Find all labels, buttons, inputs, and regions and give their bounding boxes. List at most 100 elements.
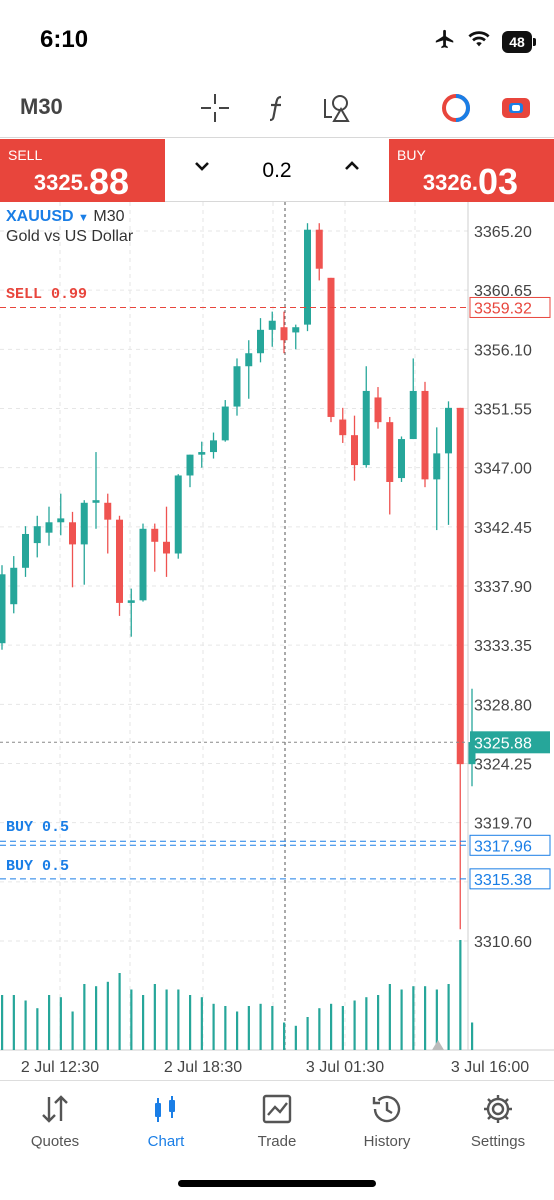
trade-icon	[222, 1089, 332, 1129]
status-time: 6:10	[40, 26, 89, 53]
price-tick-label: 3310.60	[474, 934, 532, 951]
sell-button[interactable]: SELL 3325.88	[0, 139, 165, 202]
volume-bar	[189, 995, 192, 1050]
symbol-dropdown-icon[interactable]: ▼	[78, 212, 89, 224]
candle-body	[421, 390, 429, 480]
volume-bar	[212, 1003, 215, 1050]
crosshair-icon[interactable]	[197, 90, 233, 126]
chart-symbol-info: XAUUSD ▼ M30 Gold vs US Dollar	[6, 208, 133, 246]
tab-chart[interactable]: Chart	[111, 1089, 221, 1150]
tab-settings[interactable]: Settings	[443, 1089, 553, 1150]
volume-bar	[142, 995, 145, 1050]
price-tick-label: 3333.35	[474, 638, 532, 655]
candle-body	[398, 439, 405, 479]
trade-toggle-icon[interactable]	[498, 90, 534, 126]
one-click-trading-panel: SELL 3325.88 0.2 BUY 3326.03	[0, 139, 554, 202]
candle-body	[386, 422, 394, 482]
tab-chart-label: Chart	[147, 1133, 185, 1150]
candle-body	[221, 406, 229, 441]
sell-label: SELL	[8, 147, 43, 163]
volume-control: 0.2	[165, 139, 389, 202]
timeframe-button[interactable]: M30	[20, 94, 63, 119]
battery-icon: 48	[502, 30, 536, 53]
volume-bar	[435, 989, 438, 1050]
chart-candles-icon	[111, 1089, 221, 1129]
candle-body	[174, 475, 182, 554]
order-line-label[interactable]: SELL 0.99	[6, 286, 88, 304]
volume-bar	[447, 984, 450, 1050]
volume-bar	[247, 1006, 250, 1050]
current-price-label: 3325.88	[474, 735, 532, 752]
price-tick-label: 3328.80	[474, 697, 532, 714]
signal-icon[interactable]	[438, 90, 474, 126]
volume-bar	[306, 1017, 309, 1050]
time-tick-label: 2 Jul 12:30	[21, 1059, 99, 1076]
candle-body	[104, 502, 112, 520]
order-price-tag	[469, 868, 551, 890]
volume-bar	[271, 1006, 274, 1050]
candle-body	[304, 229, 311, 325]
volume-bar	[224, 1006, 227, 1050]
order-line-label[interactable]: BUY 0.5	[6, 857, 70, 875]
chevron-up-icon	[345, 161, 359, 170]
candle-body	[10, 567, 18, 605]
sell-price-big: 88	[88, 161, 129, 202]
history-icon	[332, 1089, 442, 1129]
candle-body	[362, 390, 370, 466]
order-price-tag	[469, 296, 551, 318]
order-line-label[interactable]: BUY 0.5	[6, 819, 70, 837]
indicator-f-icon[interactable]	[258, 90, 294, 126]
candle-body	[69, 522, 76, 545]
candle-body	[433, 453, 441, 480]
buy-button[interactable]: BUY 3326.03	[389, 139, 554, 202]
symbol-description: Gold vs US Dollar	[6, 228, 134, 245]
time-tick-label: 3 Jul 01:30	[306, 1059, 384, 1076]
symbol-name[interactable]: XAUUSD	[6, 208, 74, 225]
airplane-icon	[434, 28, 456, 55]
candle-body	[186, 454, 194, 476]
volume-bar	[165, 989, 168, 1050]
volume-value[interactable]: 0.2	[262, 159, 292, 182]
candle-body	[268, 320, 276, 330]
candle-body	[116, 519, 123, 603]
volume-bar	[153, 984, 156, 1050]
candle-body	[456, 407, 464, 765]
volume-increase-button[interactable]	[337, 157, 367, 187]
candle-body	[139, 528, 147, 601]
candle-body	[0, 574, 6, 644]
volume-bar	[365, 997, 368, 1050]
chart-toolbar: M30	[0, 80, 554, 138]
buy-label: BUY	[397, 147, 426, 163]
price-tick-label: 3365.20	[474, 224, 532, 241]
tab-quotes-label: Quotes	[30, 1133, 80, 1150]
volume-bar	[118, 973, 121, 1050]
volume-decrease-button[interactable]	[187, 157, 217, 187]
price-tick-label: 3351.55	[474, 402, 532, 419]
candle-body	[257, 329, 264, 354]
candle-body	[292, 327, 300, 333]
candle-body	[445, 407, 452, 454]
candle-body	[315, 229, 323, 269]
volume-bar	[424, 986, 427, 1050]
price-tick-label: 3356.10	[474, 342, 532, 359]
objects-icon[interactable]	[319, 90, 355, 126]
order-price-label: 3315.38	[474, 872, 532, 889]
price-tick-label: 3337.90	[474, 579, 532, 596]
volume-bar	[412, 986, 415, 1050]
tab-trade[interactable]: Trade	[222, 1089, 332, 1150]
tab-quotes[interactable]: Quotes	[0, 1089, 110, 1150]
price-chart[interactable]: 3365.20 3360.65 3356.10 3351.55 3347.00 3342.…	[0, 202, 554, 1080]
candle-body	[327, 277, 335, 417]
candle-body	[22, 533, 29, 568]
candle-body	[127, 600, 135, 603]
order-price-label: 3359.32	[474, 300, 532, 317]
chart-canvas[interactable]: 3365.20 3360.65 3356.10 3351.55 3347.00 3342.…	[0, 202, 554, 1080]
volume-bar	[71, 1011, 74, 1050]
buy-price: 3326.03	[423, 157, 518, 202]
volume-bar	[1, 995, 4, 1050]
tab-history[interactable]: History	[332, 1089, 442, 1150]
chevron-down-icon	[195, 162, 209, 171]
quotes-icon	[0, 1089, 110, 1129]
tab-settings-label: Settings	[470, 1133, 526, 1150]
volume-bar	[330, 1003, 333, 1050]
